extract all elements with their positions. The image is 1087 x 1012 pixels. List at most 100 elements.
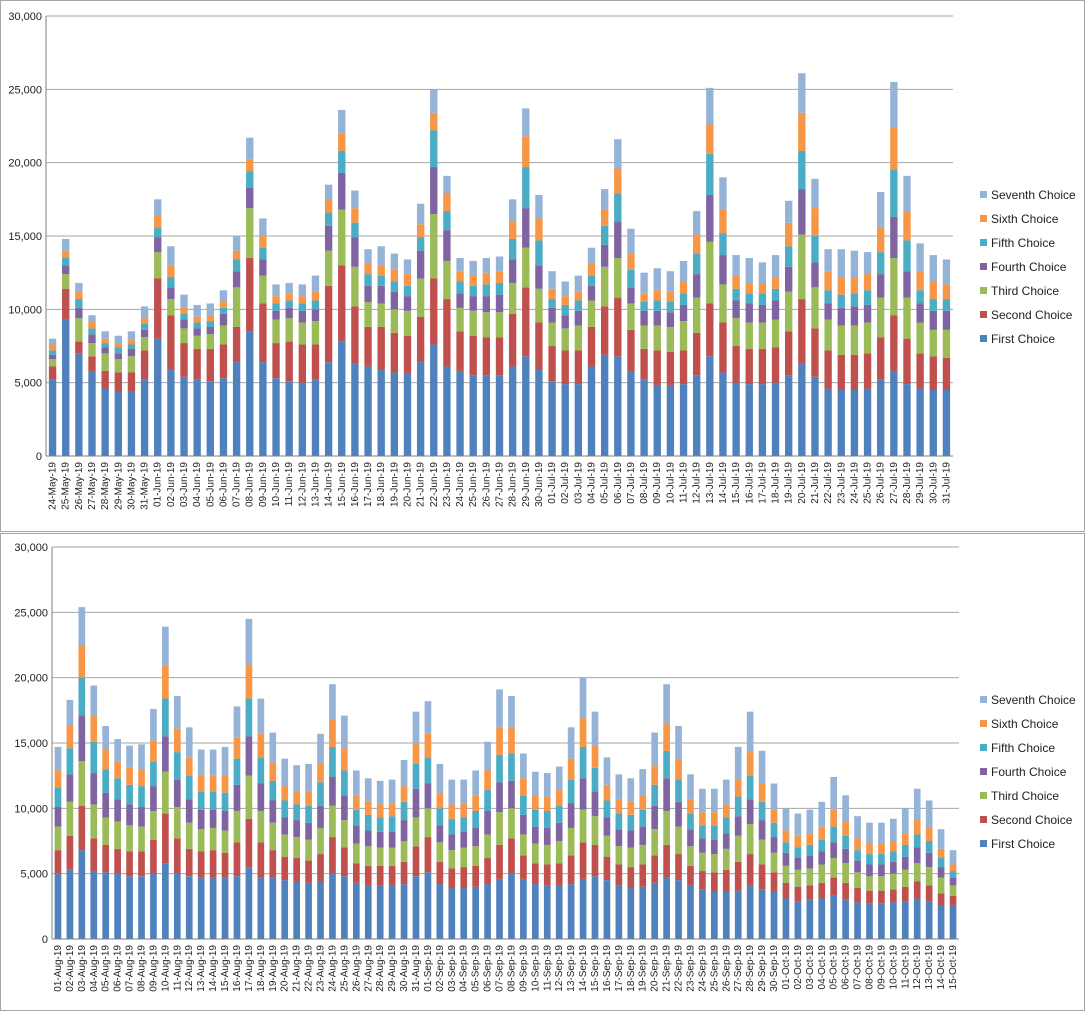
bar-segment-second-choice <box>412 846 420 877</box>
bar-segment-fifth-choice <box>496 754 503 783</box>
bar-segment-third-choice <box>579 809 587 843</box>
x-tick-label: 19-Sep-19 <box>638 945 649 992</box>
bar-segment-seventh-choice <box>443 175 451 194</box>
bar-segment-third-choice <box>535 288 543 323</box>
bar-segment-first-choice <box>758 384 767 456</box>
bar-segment-sixth-choice <box>863 274 872 291</box>
bar-segment-fifth-choice <box>615 813 623 830</box>
legend-entry: Fourth Choice <box>991 765 1067 779</box>
bar-segment-seventh-choice <box>842 795 849 822</box>
bar-segment-first-choice <box>416 362 425 456</box>
bar-segment-fourth-choice <box>782 852 790 866</box>
bar-segment-first-choice <box>341 876 348 939</box>
bar-segment-seventh-choice <box>390 253 399 270</box>
bar-segment-fourth-choice <box>232 271 241 288</box>
bar-segment-second-choice <box>890 315 898 371</box>
bar-segment-second-choice <box>114 848 121 874</box>
bar-segment-fourth-choice <box>758 304 767 323</box>
bar-segment-sixth-choice <box>734 779 742 797</box>
bar-segment-third-choice <box>925 867 933 886</box>
bar-segment-fifth-choice <box>305 805 312 823</box>
bar-segment-fourth-choice <box>508 780 515 809</box>
bar-segment-seventh-choice <box>574 275 583 292</box>
bar-segment-second-choice <box>639 864 647 887</box>
legend-swatch <box>980 840 987 847</box>
bar-segment-sixth-choice <box>522 136 530 168</box>
bar-segment-sixth-choice <box>400 786 408 802</box>
bar-segment-seventh-choice <box>88 315 96 322</box>
x-tick-label: 18-Jun-19 <box>376 462 387 507</box>
bar-segment-third-choice <box>114 359 122 373</box>
bar-segment-second-choice <box>782 882 790 899</box>
bar-segment-second-choice <box>579 842 587 879</box>
bar-segment-fifth-choice <box>245 698 253 737</box>
bar-segment-seventh-choice <box>627 228 635 254</box>
bar-segment-sixth-choice <box>548 288 556 300</box>
x-tick-label: 14-Sep-19 <box>578 945 589 992</box>
bar-segment-sixth-choice <box>329 719 336 747</box>
bar-segment-fourth-choice <box>246 187 254 209</box>
bar-segment-sixth-choice <box>102 749 110 770</box>
bar-segment-sixth-choice <box>62 250 70 258</box>
x-tick-label: 04-Jun-19 <box>192 462 203 507</box>
bar-segment-fourth-choice <box>806 855 814 869</box>
bar-segment-sixth-choice <box>221 775 229 793</box>
bar-segment-seventh-choice <box>567 727 575 759</box>
bar-segment-first-choice <box>854 902 861 939</box>
bar-segment-seventh-choice <box>824 249 832 272</box>
bar-segment-fifth-choice <box>352 809 360 826</box>
bar-segment-seventh-choice <box>732 255 740 276</box>
bar-segment-seventh-choice <box>711 788 718 813</box>
bar-segment-first-choice <box>782 898 790 939</box>
bar-segment-fourth-choice <box>185 799 193 823</box>
bar-segment-sixth-choice <box>732 275 740 289</box>
bar-segment-third-choice <box>706 241 714 304</box>
bar-segment-third-choice <box>90 804 98 839</box>
bar-segment-sixth-choice <box>482 272 491 285</box>
bar-segment-fourth-choice <box>520 814 527 835</box>
x-tick-label: 10-Oct-19 <box>888 945 899 990</box>
bar-segment-fifth-choice <box>193 322 201 329</box>
legend-swatch <box>980 792 987 799</box>
bar-segment-sixth-choice <box>811 208 819 236</box>
bar-segment-seventh-choice <box>338 109 346 134</box>
bar-segment-third-choice <box>400 841 408 862</box>
bar-segment-fourth-choice <box>916 303 924 323</box>
bar-segment-seventh-choice <box>850 250 859 278</box>
x-tick-label: 18-Aug-19 <box>256 945 267 992</box>
bar-segment-second-choice <box>269 850 277 878</box>
bar-segment-third-choice <box>719 284 727 323</box>
bar-segment-fifth-choice <box>114 347 122 354</box>
x-tick-label: 17-Aug-19 <box>244 945 255 992</box>
bar-segment-first-choice <box>496 878 503 939</box>
bar-segment-third-choice <box>324 250 333 286</box>
bar-segment-sixth-choice <box>770 809 778 823</box>
bar-segment-third-choice <box>771 319 780 348</box>
bar-segment-sixth-choice <box>561 296 569 305</box>
bar-segment-fifth-choice <box>863 290 872 305</box>
bar-segment-fifth-choice <box>167 277 175 288</box>
bar-segment-fourth-choice <box>675 801 682 827</box>
x-tick-label: 16-Jun-19 <box>350 462 361 507</box>
bar-segment-seventh-choice <box>949 850 957 865</box>
x-tick-label: 20-Aug-19 <box>280 945 291 992</box>
bar-segment-fifth-choice <box>949 871 957 878</box>
x-tick-label: 17-Sep-19 <box>614 945 625 992</box>
bar-segment-second-choice <box>745 348 753 385</box>
bar-segment-fifth-choice <box>78 677 86 716</box>
bar-segment-fourth-choice <box>496 782 503 813</box>
bar-segment-second-choice <box>666 351 675 386</box>
bar-segment-fifth-choice <box>913 834 921 848</box>
bar-segment-second-choice <box>890 889 897 903</box>
bar-segment-first-choice <box>615 885 623 939</box>
bar-segment-third-choice <box>890 873 897 890</box>
x-tick-label: 07-Oct-19 <box>853 945 864 990</box>
bar-segment-third-choice <box>305 839 312 861</box>
x-tick-label: 09-Oct-19 <box>876 945 887 990</box>
bar-segment-seventh-choice <box>890 82 898 128</box>
bar-segment-sixth-choice <box>949 864 957 872</box>
bar-segment-second-choice <box>162 813 169 864</box>
bar-segment-third-choice <box>555 841 563 864</box>
bar-segment-seventh-choice <box>901 808 909 834</box>
x-tick-label: 30-May-19 <box>126 462 137 510</box>
